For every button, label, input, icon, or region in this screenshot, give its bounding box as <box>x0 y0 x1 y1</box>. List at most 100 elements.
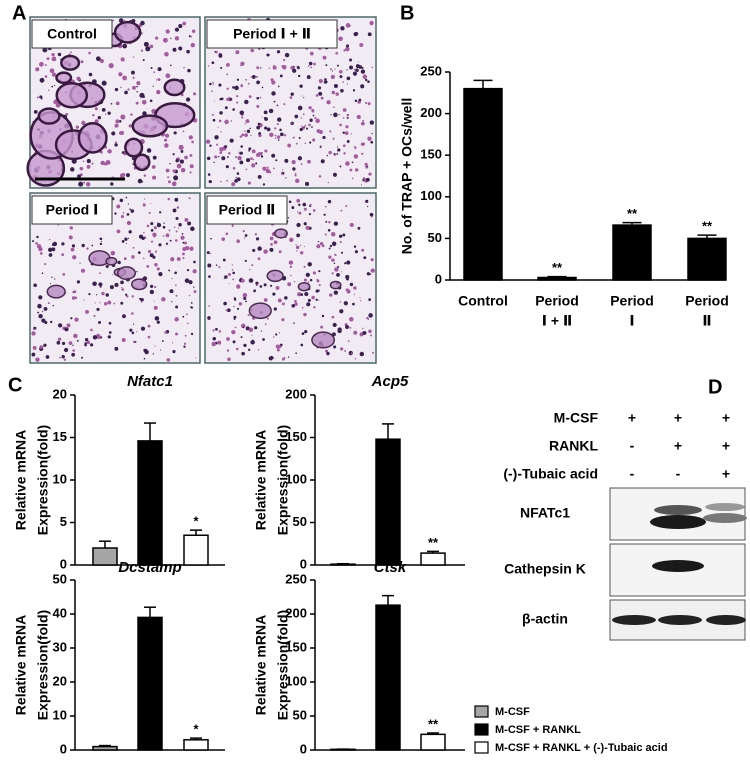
cell <box>235 347 239 351</box>
cell <box>246 129 251 134</box>
cell <box>71 352 75 357</box>
cell <box>353 68 356 71</box>
cell <box>315 118 320 124</box>
cell <box>303 207 307 211</box>
y-tick-label: 100 <box>285 673 307 688</box>
cell <box>364 78 368 82</box>
cell <box>231 182 236 187</box>
cell <box>345 23 351 28</box>
cell <box>50 283 52 285</box>
cell <box>355 168 359 172</box>
cell <box>190 246 194 250</box>
cell <box>371 66 374 69</box>
cell <box>251 264 254 267</box>
cell <box>186 247 189 250</box>
cell <box>367 32 372 37</box>
cell <box>205 139 211 144</box>
cell <box>217 340 222 345</box>
y-axis-label: Expression(fold) <box>35 425 51 535</box>
cell <box>327 228 331 232</box>
cell <box>344 131 349 136</box>
cell <box>171 277 173 279</box>
cell <box>309 51 314 56</box>
cell <box>282 169 284 171</box>
cell <box>125 242 128 245</box>
cell <box>354 99 358 103</box>
cell <box>294 299 297 303</box>
cell <box>294 302 298 306</box>
cell <box>310 66 313 69</box>
cell <box>129 328 133 332</box>
cell <box>353 286 357 290</box>
cell <box>152 175 157 180</box>
cell <box>334 267 339 272</box>
cell <box>88 292 91 296</box>
cell <box>162 37 168 43</box>
cell <box>260 67 262 69</box>
cell <box>308 106 312 110</box>
cell <box>315 298 318 301</box>
cell <box>321 314 325 318</box>
cell <box>293 281 296 283</box>
cell <box>251 74 256 79</box>
y-tick-label: 150 <box>420 147 442 162</box>
cell <box>299 84 303 88</box>
cell <box>262 183 266 186</box>
cell <box>188 280 193 285</box>
cell <box>122 43 128 49</box>
cell <box>283 134 287 137</box>
cell <box>149 99 153 103</box>
y-axis-label: Expression(fold) <box>275 425 291 535</box>
cell <box>278 332 280 334</box>
cell <box>273 307 277 311</box>
bar <box>375 438 401 566</box>
cell <box>140 298 144 302</box>
cell <box>295 244 297 246</box>
bar <box>463 87 503 281</box>
cell <box>352 71 358 76</box>
cell <box>153 300 155 302</box>
cell <box>166 358 171 362</box>
cell <box>318 299 320 301</box>
cell <box>232 166 236 170</box>
cell <box>169 289 174 294</box>
cell <box>296 66 300 70</box>
cell <box>328 221 331 224</box>
cell <box>162 225 166 229</box>
cell <box>74 317 79 322</box>
cell <box>325 220 328 223</box>
cell <box>279 74 283 78</box>
cell <box>367 102 371 106</box>
cell <box>86 340 91 345</box>
cell <box>305 181 310 186</box>
micrograph-label: Period Ⅱ <box>219 202 276 218</box>
cell <box>346 76 351 81</box>
cell <box>92 335 98 340</box>
cell <box>296 198 301 203</box>
cell <box>283 103 286 106</box>
cell <box>129 208 131 210</box>
cell <box>119 198 124 203</box>
bar <box>92 547 118 566</box>
legend-label: M-CSF + RANKL <box>495 724 581 736</box>
cell <box>309 278 313 282</box>
cell <box>37 311 40 314</box>
cell <box>308 123 311 127</box>
cell <box>260 151 263 154</box>
cell <box>348 317 354 322</box>
cell <box>368 329 372 334</box>
cell <box>70 317 73 320</box>
cell <box>147 335 151 339</box>
cell <box>289 265 293 268</box>
cell <box>141 99 147 105</box>
cell <box>241 351 245 356</box>
cell <box>225 309 228 312</box>
cell <box>339 123 342 127</box>
cell <box>300 125 302 127</box>
cell <box>99 302 101 304</box>
cell <box>262 166 267 171</box>
cell <box>353 154 359 159</box>
cell <box>224 145 228 149</box>
cell <box>273 240 278 245</box>
cell <box>125 293 128 296</box>
